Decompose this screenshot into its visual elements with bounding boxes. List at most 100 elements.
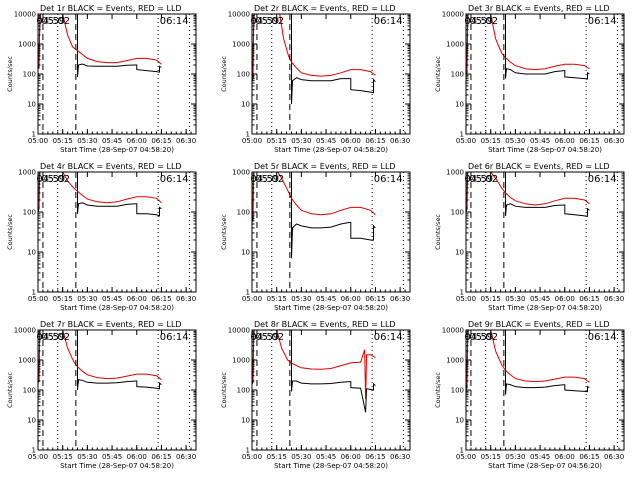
x-tick-label: 05:15 [267,453,287,461]
marker-s: 05:02 [255,16,284,27]
marker-e: 04:59 [250,332,279,343]
plot-frame [251,171,411,293]
marker-e: 04:59 [250,16,279,27]
panel-title: Det 6r BLACK = Events, RED = LLD [468,162,610,171]
lld-series-line [38,14,162,68]
x-tick-label: 05:00 [242,295,262,303]
y-tick-label: 10 [455,249,464,257]
marker-e: 06:14 [588,174,617,185]
y-tick-label: 100 [237,71,250,79]
y-tick-label: 10000 [14,11,36,19]
detector-panel: Det 7r BLACK = Events, RED = LLD 04:59 06:… [6,320,197,470]
x-axis-label: Start Time (28-Sep-07 04:58:20) [60,304,174,312]
y-tick-label: 100 [23,209,36,217]
x-tick-label: 05:30 [77,295,97,303]
y-axis-label: Counts/sec [6,372,14,408]
marker-e: 04:59 [36,332,65,343]
x-tick-label: 05:45 [102,453,122,461]
x-tick-label: 05:30 [505,295,525,303]
marker-s: 05:02 [469,174,498,185]
plot-frame [465,329,625,451]
x-tick-label: 05:15 [53,453,73,461]
plot-frame [251,13,411,135]
x-tick-label: 05:00 [242,137,262,145]
y-tick-label: 10000 [228,327,250,335]
x-tick-label: 06:00 [127,295,147,303]
x-tick-label: 06:00 [341,453,361,461]
y-tick-label: 10 [27,249,36,257]
marker-e: 06:14 [160,16,189,27]
lld-series-line [252,330,376,400]
x-tick-label: 06:30 [390,295,410,303]
y-tick-label: 1 [32,131,36,139]
x-axis-label: Start Time (28-Sep-07 04:56:20) [488,462,602,470]
marker-e: 06:14 [160,174,189,185]
y-tick-label: 100 [451,71,464,79]
y-tick-label: 1000 [232,41,250,49]
x-tick-label: 05:00 [456,295,476,303]
y-axis-label: Counts/sec [220,214,228,250]
marker-s: 05:02 [255,174,284,185]
y-tick-label: 1000 [232,169,250,177]
marker-s: 05:02 [469,332,498,343]
y-tick-label: 10 [27,101,36,109]
y-tick-label: 1000 [18,169,36,177]
x-tick-label: 05:45 [530,453,550,461]
x-tick-label: 06:15 [365,453,385,461]
y-tick-label: 1000 [446,357,464,365]
y-tick-label: 10 [27,417,36,425]
x-tick-label: 06:30 [176,453,196,461]
x-tick-label: 05:15 [481,295,501,303]
x-tick-label: 06:30 [176,295,196,303]
panel-title: Det 8r BLACK = Events, RED = LLD [254,320,396,329]
x-tick-label: 06:15 [151,453,171,461]
y-tick-label: 100 [451,387,464,395]
marker-e: 04:59 [250,174,279,185]
marker-s: 05:02 [41,332,70,343]
x-axis-label: Start Time (28-Sep-07 04:58:20) [60,462,174,470]
y-tick-label: 100 [23,71,36,79]
marker-e: 06:14 [588,16,617,27]
x-tick-label: 06:00 [555,453,575,461]
events-series-line [38,14,162,77]
marker-e: 06:14 [374,16,403,27]
marker-e: 06:14 [374,332,403,343]
y-axis-label: Counts/sec [6,56,14,92]
detector-panel: Det 9r BLACK = Events, RED = LLD 04:59 06:… [434,320,625,470]
x-tick-label: 06:00 [555,137,575,145]
y-tick-label: 10 [455,101,464,109]
y-tick-label: 100 [237,387,250,395]
y-axis-label: Counts/sec [220,56,228,92]
y-tick-label: 1 [246,131,250,139]
y-axis-label: Counts/sec [434,214,442,250]
y-tick-label: 1 [460,289,464,297]
marker-s: 05:02 [41,174,70,185]
panel-title: Det 7r BLACK = Events, RED = LLD [40,320,182,329]
panel-title: Det 3r BLACK = Events, RED = LLD [468,4,610,13]
y-tick-label: 1000 [446,41,464,49]
y-tick-label: 10 [455,417,464,425]
x-tick-label: 05:45 [530,295,550,303]
marker-e: 06:14 [374,174,403,185]
detector-panel: Det 8r BLACK = Events, RED = LLD 04:59 06:… [220,320,411,470]
detector-panel: Det 3r BLACK = Events, RED = LLD 04:59 06:… [434,4,625,154]
x-axis-label: Start Time (28-Sep-07 04:58:20) [274,304,388,312]
x-tick-label: 05:30 [291,137,311,145]
y-tick-label: 1000 [232,357,250,365]
x-tick-label: 05:00 [456,453,476,461]
x-tick-label: 06:30 [390,453,410,461]
marker-e: 04:59 [464,16,493,27]
panel-title: Det 1r BLACK = Events, RED = LLD [40,4,182,13]
x-tick-label: 05:00 [28,137,48,145]
x-tick-label: 05:00 [456,137,476,145]
marker-e: 04:59 [36,16,65,27]
x-axis-label: Start Time (28-Sep-07 04:58:20) [274,146,388,154]
x-tick-label: 05:15 [481,137,501,145]
marker-e: 06:14 [160,332,189,343]
y-tick-label: 100 [451,209,464,217]
x-tick-label: 06:30 [176,137,196,145]
y-tick-label: 1 [460,447,464,455]
x-axis-label: Start Time (28-Sep-07 04:58:20) [488,146,602,154]
x-tick-label: 05:30 [291,453,311,461]
x-tick-label: 05:30 [505,453,525,461]
